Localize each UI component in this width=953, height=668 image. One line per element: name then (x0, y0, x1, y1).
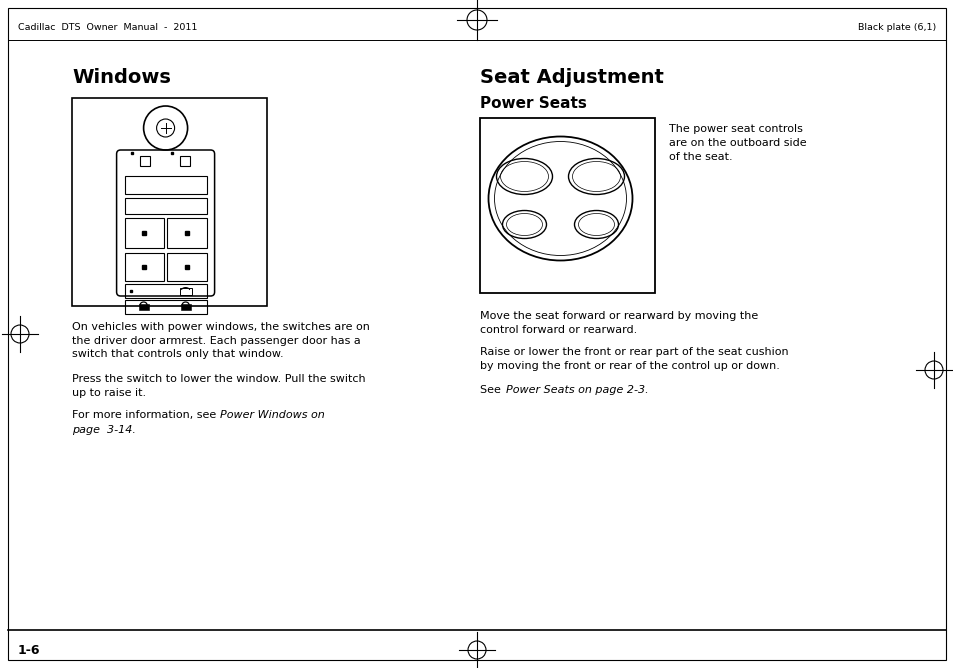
Bar (125, 218, 164, 248)
Bar (167, 218, 207, 248)
Bar (167, 253, 207, 281)
Text: Cadillac  DTS  Owner  Manual  -  2011: Cadillac DTS Owner Manual - 2011 (18, 23, 197, 33)
Text: Seat Adjustment: Seat Adjustment (479, 68, 663, 87)
Text: Windows: Windows (71, 68, 171, 87)
Bar (180, 304, 191, 310)
Text: Power Seats on page 2-3.: Power Seats on page 2-3. (505, 385, 648, 395)
Text: For more information, see: For more information, see (71, 410, 219, 420)
Bar (139, 156, 150, 166)
Bar (125, 300, 207, 314)
Text: Power Windows on: Power Windows on (220, 410, 324, 420)
Bar (71, 98, 267, 306)
Text: Move the seat forward or rearward by moving the
control forward or rearward.: Move the seat forward or rearward by mov… (479, 311, 758, 335)
Bar (179, 288, 192, 295)
Bar (125, 284, 207, 298)
Text: 1-6: 1-6 (18, 643, 40, 657)
Text: Black plate (6,1): Black plate (6,1) (857, 23, 935, 33)
Bar (179, 156, 190, 166)
Text: The power seat controls
are on the outboard side
of the seat.: The power seat controls are on the outbo… (668, 124, 806, 162)
Text: Raise or lower the front or rear part of the seat cushion
by moving the front or: Raise or lower the front or rear part of… (479, 347, 788, 371)
Text: Power Seats: Power Seats (479, 96, 586, 111)
Bar (125, 176, 207, 194)
Text: Press the switch to lower the window. Pull the switch
up to raise it.: Press the switch to lower the window. Pu… (71, 374, 365, 397)
Bar (125, 198, 207, 214)
Bar (479, 118, 655, 293)
Bar (138, 304, 149, 310)
Text: See: See (479, 385, 504, 395)
Text: page  3-14.: page 3-14. (71, 425, 135, 435)
Text: On vehicles with power windows, the switches are on
the driver door armrest. Eac: On vehicles with power windows, the swit… (71, 322, 370, 359)
Bar (125, 253, 164, 281)
